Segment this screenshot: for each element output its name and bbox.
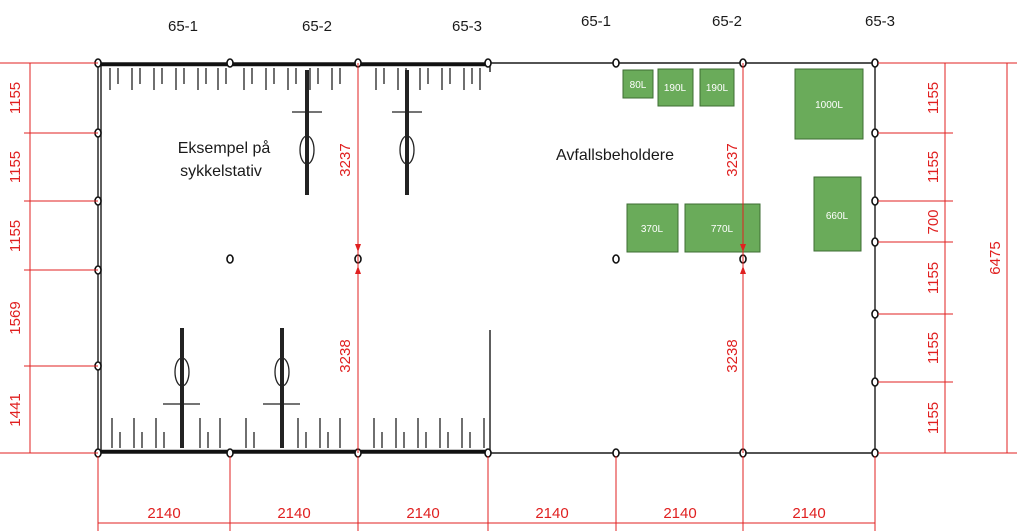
dimension-label: 1155 — [925, 262, 942, 294]
svg-text:80L: 80L — [630, 80, 647, 91]
dimension-label: 1441 — [7, 393, 24, 426]
bicycle-icon — [292, 70, 322, 195]
svg-text:1000L: 1000L — [815, 100, 843, 111]
dimension-label: 1155 — [7, 82, 24, 114]
waste-bin: 190L — [699, 68, 735, 107]
bottom-dimension-chain: 2140 2140 2140 2140 2140 2140 — [97, 456, 876, 531]
bike-rack-top — [109, 68, 481, 90]
dimension-label: 2140 — [535, 505, 568, 522]
bicycle-icon — [263, 328, 300, 448]
dimension-label: 1569 — [7, 301, 24, 334]
dimension-label: 1155 — [7, 220, 24, 252]
column-label: 65-3 — [865, 13, 895, 30]
total-height-label: 6475 — [987, 241, 1004, 274]
svg-text:770L: 770L — [711, 224, 734, 235]
bike-rack-bottom — [111, 418, 485, 448]
dimension-label: 3237 — [724, 143, 741, 176]
dimension-label: 1155 — [925, 402, 942, 434]
waste-bin: 1000L — [794, 68, 864, 140]
dimension-label: 2140 — [792, 505, 825, 522]
dimension-label: 1155 — [7, 151, 24, 183]
bicycle-icon — [163, 328, 200, 448]
dimension-label: 2140 — [147, 505, 180, 522]
inner-dimension-bins: 3237 3238 — [724, 63, 746, 453]
dimension-label: 3238 — [724, 339, 741, 372]
posts — [94, 58, 879, 458]
dimension-label: 2140 — [277, 505, 310, 522]
svg-text:190L: 190L — [664, 83, 687, 94]
dimension-label: 2140 — [406, 505, 439, 522]
waste-bin: 80L — [622, 69, 654, 99]
dimension-label: 1155 — [925, 332, 942, 364]
bike-rack-note-line1: Eksempel på — [178, 139, 271, 157]
right-dimension-chain: 1155 1155 700 1155 1155 1155 6475 — [878, 62, 1017, 454]
building-outline — [97, 62, 876, 454]
bins-note: Avfallsbeholdere — [556, 147, 674, 164]
svg-text:660L: 660L — [826, 211, 849, 222]
column-label: 65-1 — [581, 13, 611, 30]
waste-bin: 770L — [684, 203, 761, 253]
waste-bin: 190L — [657, 68, 694, 107]
bicycle-icon — [392, 70, 422, 195]
waste-bin: 660L — [813, 176, 862, 252]
left-dimension-chain: 1155 1155 1155 1569 1441 — [0, 62, 98, 454]
dimension-label: 700 — [925, 209, 942, 234]
column-label: 65-1 — [168, 18, 198, 35]
dimension-label: 3238 — [337, 339, 354, 372]
waste-bin: 370L — [626, 203, 679, 253]
dimension-label: 3237 — [337, 143, 354, 176]
inner-dimension-bike: 3237 3238 — [337, 63, 361, 453]
svg-text:190L: 190L — [706, 83, 729, 94]
column-labels: 65-1 65-2 65-3 65-1 65-2 65-3 — [168, 13, 895, 35]
dimension-label: 1155 — [925, 151, 942, 183]
column-label: 65-2 — [302, 18, 332, 35]
dimension-label: 1155 — [925, 82, 942, 114]
column-label: 65-3 — [452, 18, 482, 35]
column-label: 65-2 — [712, 13, 742, 30]
bike-rack-note-line2: sykkelstativ — [180, 163, 262, 180]
dimension-label: 2140 — [663, 505, 696, 522]
svg-text:370L: 370L — [641, 224, 664, 235]
